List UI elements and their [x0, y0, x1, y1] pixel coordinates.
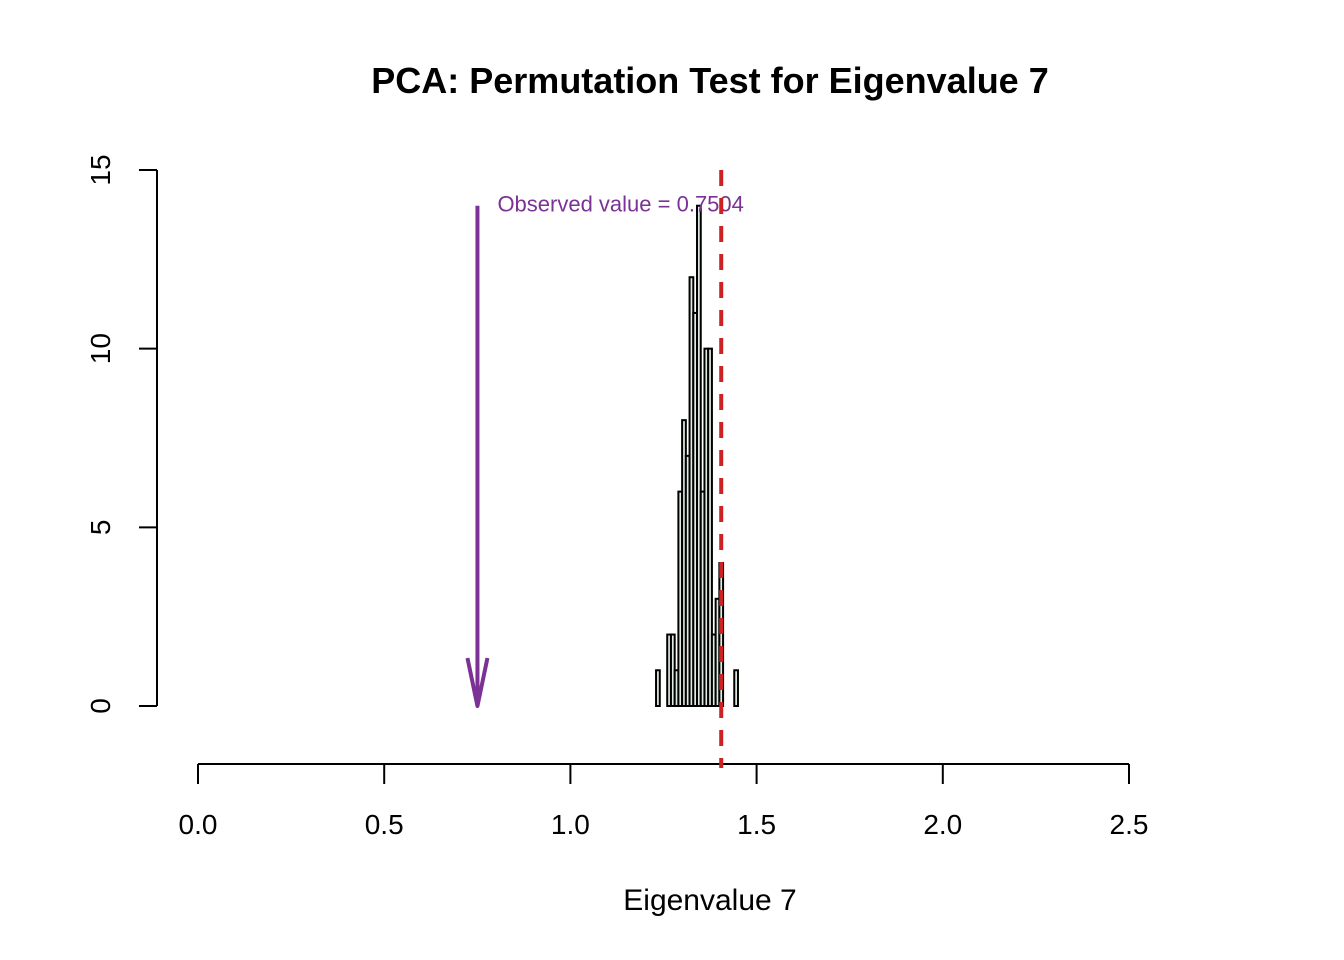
chart-title: PCA: Permutation Test for Eigenvalue 7 [371, 60, 1048, 101]
histogram-bar [733, 669, 739, 707]
y-tick-label: 15 [85, 154, 116, 185]
x-axis: 0.0 0.5 1.0 1.5 2.0 2.5 [179, 763, 1149, 840]
observed-value-label: Observed value = 0.7504 [497, 192, 743, 217]
histogram-bars [655, 204, 739, 707]
observed-arrow-head [465, 657, 490, 708]
x-tick-label: 1.5 [737, 809, 776, 840]
x-axis-label: Eigenvalue 7 [623, 884, 796, 917]
histogram-bar [707, 347, 713, 707]
y-axis: 0 5 10 15 [85, 154, 158, 714]
observed-value-marker: Observed value = 0.7504 [465, 192, 744, 708]
x-tick-label: 2.0 [923, 809, 962, 840]
y-tick-label: 5 [85, 520, 116, 536]
x-tick-label: 2.5 [1110, 809, 1149, 840]
x-tick-label: 0.5 [365, 809, 404, 840]
y-tick-label: 0 [85, 698, 116, 714]
x-tick-label: 1.0 [551, 809, 590, 840]
y-tick-label: 10 [85, 333, 116, 364]
histogram-bar [696, 204, 702, 707]
x-tick-label: 0.0 [179, 809, 218, 840]
histogram-bar [655, 669, 661, 707]
